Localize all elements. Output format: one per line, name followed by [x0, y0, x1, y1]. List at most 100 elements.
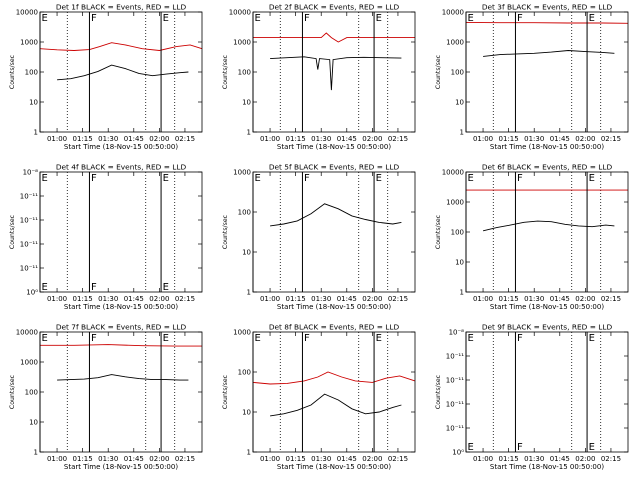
y-tick-label: 10⁻⁸	[23, 169, 39, 177]
y-tick-label: 1	[34, 449, 38, 457]
panel-title: Det 3f BLACK = Events, RED = LLD	[482, 3, 613, 12]
x-tick-label: 02:15	[601, 455, 621, 463]
y-tick-label: 1	[34, 129, 38, 137]
y-tick-label: 1000	[446, 199, 464, 207]
plot-panel-9: Det 9f BLACK = Events, RED = LLDEEFFEE10…	[435, 323, 629, 471]
panel-title: Det 2f BLACK = Events, RED = LLD	[269, 3, 400, 12]
x-tick-label: 01:15	[73, 295, 93, 303]
x-tick-label: 01:15	[286, 455, 306, 463]
x-tick-label: 01:15	[499, 135, 519, 143]
x-tick-label: 01:00	[473, 295, 493, 303]
x-tick-label: 01:30	[311, 135, 331, 143]
y-axis-label: Counts/sec	[435, 54, 442, 89]
marker-label-top-2: F	[304, 13, 310, 24]
series-line-1	[465, 21, 629, 24]
y-tick-label: 10	[242, 99, 251, 107]
y-tick-label: 10	[29, 99, 38, 107]
marker-label-top-1: E	[255, 13, 261, 24]
plot-frame	[465, 11, 629, 133]
x-tick-label: 01:00	[473, 455, 493, 463]
plot-panel-4: Det 4f BLACK = Events, RED = LLDEEFFEE10…	[9, 163, 203, 311]
y-tick-label: 100	[25, 69, 38, 77]
x-tick-label: 02:00	[149, 135, 169, 143]
x-tick-label: 01:15	[73, 135, 93, 143]
x-tick-label: 02:00	[362, 295, 382, 303]
x-tick-label: 02:15	[388, 135, 408, 143]
y-axis-label: Counts/sec	[222, 54, 229, 89]
x-axis-label: Start Time (18-Nov-15 00:50:00)	[490, 303, 604, 311]
y-tick-label: 10	[242, 409, 251, 417]
x-axis-label: Start Time (18-Nov-15 00:50:00)	[277, 463, 391, 471]
x-axis-label: Start Time (18-Nov-15 00:50:00)	[64, 303, 178, 311]
marker-label-top-2: F	[91, 13, 97, 24]
x-tick-label: 02:00	[575, 135, 595, 143]
y-tick-label: 1000	[233, 39, 251, 47]
marker-label-bottom-2: F	[517, 442, 523, 453]
x-tick-label: 02:15	[601, 295, 621, 303]
x-tick-label: 01:00	[47, 135, 67, 143]
y-tick-label: 100	[238, 209, 251, 217]
x-tick-label: 02:15	[388, 455, 408, 463]
plot-frame	[39, 11, 203, 133]
marker-label-top-3: E	[163, 333, 169, 344]
series-line-2	[57, 64, 189, 81]
y-tick-label: 10	[455, 99, 464, 107]
marker-label-top-3: E	[376, 13, 382, 24]
panel-title: Det 4f BLACK = Events, RED = LLD	[56, 163, 187, 172]
x-axis-label: Start Time (18-Nov-15 00:50:00)	[277, 303, 391, 311]
series-line-2	[483, 50, 615, 57]
plot-frame	[252, 331, 416, 453]
series-line-1	[39, 42, 203, 51]
y-tick-label: 10	[29, 419, 38, 427]
series-line-2	[482, 220, 615, 232]
panel-title: Det 7f BLACK = Events, RED = LLD	[56, 323, 187, 332]
marker-label-top-2: F	[304, 173, 310, 184]
y-tick-label: 10000	[229, 9, 251, 17]
series-line-1	[252, 371, 416, 385]
x-tick-label: 01:15	[73, 455, 93, 463]
plot-frame	[39, 331, 203, 453]
y-axis-label: Counts/sec	[435, 374, 442, 409]
x-tick-label: 01:15	[286, 295, 306, 303]
marker-label-top-2: F	[517, 13, 523, 24]
panel-title: Det 1f BLACK = Events, RED = LLD	[56, 3, 187, 12]
x-tick-label: 01:45	[337, 295, 357, 303]
y-axis-label: Counts/sec	[9, 54, 16, 89]
y-tick-label: 1	[460, 289, 464, 297]
marker-label-top-3: E	[163, 173, 169, 184]
marker-label-bottom-1: E	[42, 282, 48, 293]
y-tick-label: 1	[247, 449, 251, 457]
y-tick-label: 10⁻¹¹	[446, 425, 464, 433]
marker-label-top-1: E	[468, 173, 474, 184]
plot-frame	[252, 11, 416, 133]
y-axis-label: Counts/sec	[222, 214, 229, 249]
x-tick-label: 02:15	[388, 295, 408, 303]
x-tick-label: 02:00	[362, 455, 382, 463]
panel-title: Det 5f BLACK = Events, RED = LLD	[269, 163, 400, 172]
y-tick-label: 10000	[16, 329, 38, 337]
x-tick-label: 01:00	[47, 455, 67, 463]
marker-label-bottom-3: E	[163, 282, 169, 293]
y-tick-label: 10000	[442, 9, 464, 17]
x-tick-label: 01:45	[124, 135, 144, 143]
x-tick-label: 01:00	[260, 455, 280, 463]
marker-label-bottom-3: E	[589, 442, 595, 453]
plot-frame	[465, 331, 629, 453]
x-tick-label: 01:15	[499, 455, 519, 463]
marker-label-top-1: E	[42, 173, 48, 184]
x-tick-label: 01:00	[473, 135, 493, 143]
x-tick-label: 01:00	[47, 295, 67, 303]
y-tick-label: 1	[247, 129, 251, 137]
marker-label-top-1: E	[255, 333, 261, 344]
marker-label-top-3: E	[589, 333, 595, 344]
y-tick-label: 1000	[446, 39, 464, 47]
x-tick-label: 01:45	[550, 295, 570, 303]
marker-label-top-1: E	[42, 13, 48, 24]
marker-label-top-1: E	[42, 333, 48, 344]
y-tick-label: 1	[247, 289, 251, 297]
marker-label-top-3: E	[376, 333, 382, 344]
